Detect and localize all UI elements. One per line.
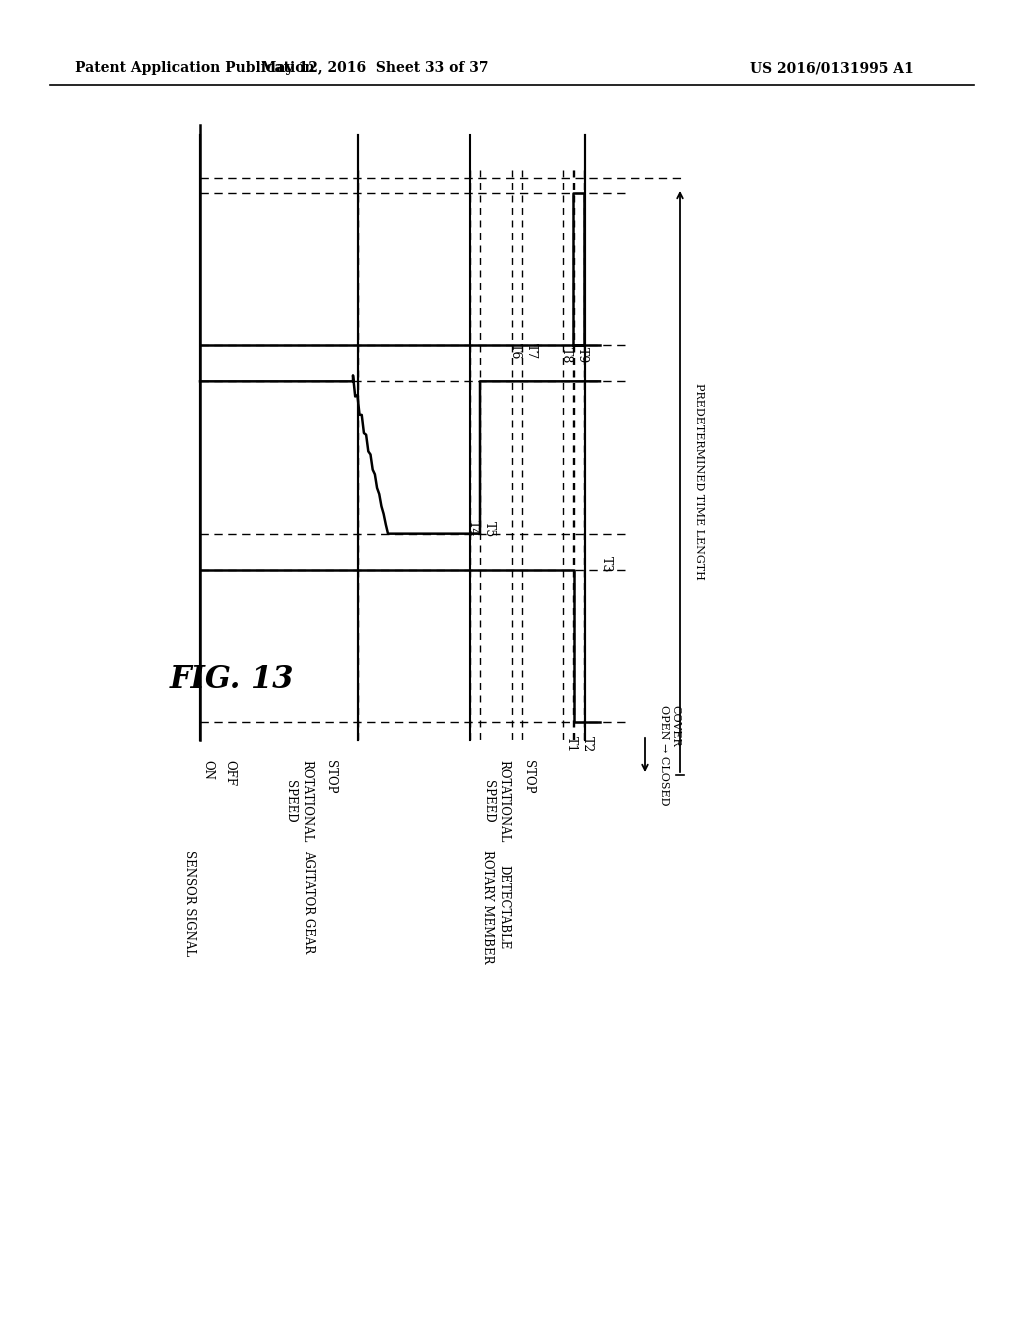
Text: ON: ON xyxy=(202,760,214,780)
Text: OFF: OFF xyxy=(223,760,237,787)
Text: ROTATIONAL
SPEED: ROTATIONAL SPEED xyxy=(481,760,511,842)
Text: STOP: STOP xyxy=(325,760,338,793)
Text: DETECTABLE
ROTARY MEMBER: DETECTABLE ROTARY MEMBER xyxy=(481,850,511,964)
Text: May 12, 2016  Sheet 33 of 37: May 12, 2016 Sheet 33 of 37 xyxy=(261,61,488,75)
Text: T1: T1 xyxy=(564,735,578,752)
Text: STOP: STOP xyxy=(521,760,535,793)
Text: FIG. 13: FIG. 13 xyxy=(170,664,295,696)
Text: T9: T9 xyxy=(575,347,589,363)
Text: COVER
OPEN → CLOSED: COVER OPEN → CLOSED xyxy=(659,705,681,805)
Text: AGITATOR GEAR: AGITATOR GEAR xyxy=(302,850,315,953)
Text: T8: T8 xyxy=(560,347,573,363)
Text: SENSOR SIGNAL: SENSOR SIGNAL xyxy=(182,850,196,956)
Text: T2: T2 xyxy=(581,735,594,752)
Text: T5: T5 xyxy=(483,520,496,537)
Text: T7: T7 xyxy=(525,343,538,359)
Text: ROTATIONAL
SPEED: ROTATIONAL SPEED xyxy=(285,760,313,842)
Text: T6: T6 xyxy=(509,343,522,359)
Text: US 2016/0131995 A1: US 2016/0131995 A1 xyxy=(750,61,913,75)
Text: PREDETERMINED TIME LENGTH: PREDETERMINED TIME LENGTH xyxy=(694,383,705,579)
Text: T4: T4 xyxy=(467,520,480,537)
Text: Patent Application Publication: Patent Application Publication xyxy=(75,61,314,75)
Text: T3: T3 xyxy=(600,557,613,573)
